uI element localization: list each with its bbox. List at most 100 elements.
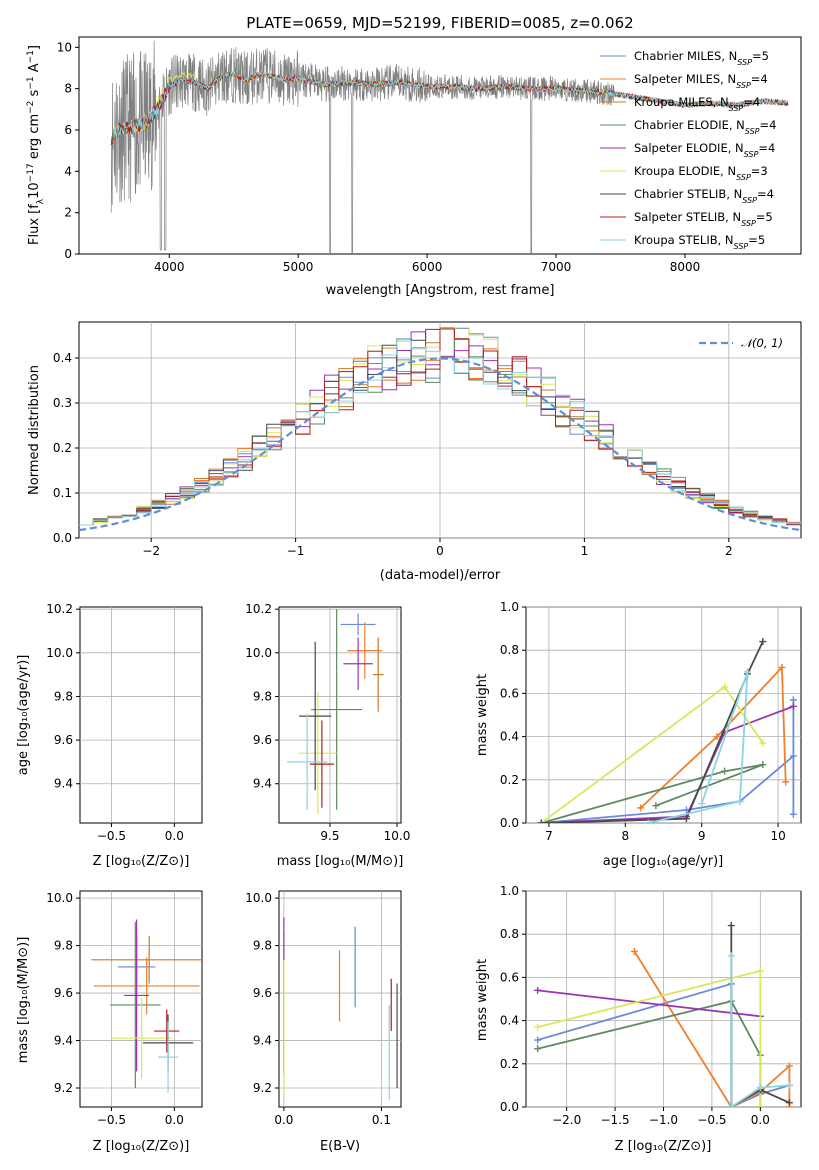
x-tick-label: 1 [581, 544, 589, 558]
y-tick-label: 9.8 [54, 939, 73, 953]
x-tick-label: 0 [436, 544, 444, 558]
weight-point-chabrier-stelib [537, 819, 545, 823]
age-vs-mass-plot-area: 9.5 10.0 9.4 9.6 9.8 10.0 10.2 [245, 602, 410, 843]
weight-point-chabrier-elodie [652, 802, 660, 810]
y-tick-label: 0.2 [500, 1057, 519, 1071]
weight-line-chabrier-miles [541, 699, 795, 823]
mass-vs-z-xlabel: Z [log₁₀(Z/Z⊙)] [93, 1139, 190, 1154]
y-tick-label: 0.0 [500, 1100, 519, 1114]
weight-line-salpeter-elodie [541, 705, 794, 823]
weight-point-kroupa-stelib [736, 797, 744, 805]
weight-line-chabrier-elodie [537, 1000, 762, 1107]
y-tick-label: 10.0 [245, 891, 272, 905]
y-tick-label: 0.4 [53, 351, 72, 365]
spectrum-panel: 4000 5000 6000 7000 8000 0 2 4 6 8 10 Chabrier MIL… [26, 36, 802, 298]
model-line-salpeter-stelib [112, 71, 789, 144]
x-tick-label: 9.5 [320, 829, 339, 843]
y-tick-label: 4 [64, 164, 72, 178]
weight-point-kroupa-stelib [727, 952, 735, 960]
legend-label-salpeter-elodie: Salpeter ELODIE, NSSP=4 [634, 141, 775, 159]
normal-distribution-curve [78, 357, 802, 532]
y-tick-label: 10.0 [46, 646, 73, 660]
weight-point-kroupa-stelib [727, 1103, 735, 1107]
residual-hist-ylabel: Normed distribution [27, 365, 42, 495]
y-tick-label: 9.2 [253, 1081, 272, 1095]
y-tick-label: 9.2 [54, 1081, 73, 1095]
weight-point-kroupa-stelib [698, 800, 706, 808]
weight-vs-z-plot-area: −2.0 −1.5 −1.0 −0.5 0.0 0.0 0.2 0.4 0.6 0.8 1.0 [500, 884, 801, 1127]
y-tick-label: 0.6 [500, 686, 519, 700]
weight-line-kroupa-stelib [647, 671, 749, 823]
weight-point-chabrier-stelib [785, 1099, 793, 1107]
x-tick-label: −2 [142, 544, 160, 558]
legend-label-kroupa-miles: Kroupa MILES, NSSP=4 [634, 95, 760, 113]
weight-vs-age-xlabel: age [log₁₀(age/yr)] [603, 854, 724, 869]
weight-point-chabrier-elodie [759, 761, 767, 769]
y-tick-label: 0.8 [500, 643, 519, 657]
hist-step-salpeter-stelib [79, 328, 801, 526]
weight-vs-age-plot-area: 7 8 9 10 0.0 0.2 0.4 0.6 0.8 1.0 [500, 600, 801, 843]
x-tick-label: 8 [621, 829, 629, 843]
age-vs-z-ylabel: age [log₁₀(age/yr)] [16, 655, 31, 776]
y-tick-label: 0.0 [53, 531, 72, 545]
legend-label-kroupa-stelib: Kroupa STELIB, NSSP=5 [634, 233, 765, 251]
mass-vs-ebv-panel: 0.0 0.1 9.2 9.4 9.6 9.8 10.0 E(B-V) [245, 890, 402, 1154]
weight-point-chabrier-stelib [759, 638, 767, 646]
age-vs-z-axes-frame [79, 606, 203, 824]
y-tick-label: 0.2 [53, 441, 72, 455]
x-tick-label: −1 [287, 544, 305, 558]
x-tick-label: 0.0 [751, 1113, 770, 1127]
y-tick-label: 9.6 [253, 986, 272, 1000]
y-tick-label: 9.4 [253, 1034, 272, 1048]
y-tick-label: 10.0 [46, 891, 73, 905]
y-tick-label: 0.8 [500, 927, 519, 941]
age-vs-z-xlabel: Z [log₁₀(Z/Z⊙)] [93, 854, 190, 869]
weight-point-chabrier-miles [789, 810, 797, 818]
weight-point-kroupa-elodie [756, 1103, 764, 1107]
weight-point-kroupa-elodie [756, 967, 764, 975]
weight-point-chabrier-elodie [534, 1045, 542, 1053]
mass-vs-z-panel: −0.5 0.09.29.49.69.810.0 Z [log₁₀(Z/Z⊙)] … [16, 890, 203, 1154]
y-tick-label: 10.2 [46, 602, 73, 616]
y-tick-label: 1.0 [500, 884, 519, 898]
weight-vs-age-ylabel: mass weight [475, 674, 490, 756]
weight-line-kroupa-stelib [730, 955, 790, 1107]
y-tick-label: 9.6 [54, 986, 73, 1000]
spectrum-xlabel: wavelength [Angstrom, rest frame] [326, 283, 555, 298]
y-tick-label: 9.4 [253, 777, 272, 791]
age-vs-z-plot-area: −0.5 0.0 9.4 9.6 9.8 10.0 10.2 [46, 602, 202, 843]
mass-vs-ebv-plot-area: 0.0 0.1 9.2 9.4 9.6 9.8 10.0 [245, 891, 401, 1127]
x-tick-label: 0.0 [274, 1113, 293, 1127]
y-tick-label: 2 [64, 206, 72, 220]
weight-vs-z-ylabel: mass weight [475, 959, 490, 1041]
x-tick-label: −0.5 [697, 1113, 726, 1127]
x-tick-label: 10.0 [384, 829, 411, 843]
legend-label-chabrier-stelib: Chabrier STELIB, NSSP=4 [634, 187, 774, 205]
weight-point-salpeter-miles [778, 663, 786, 671]
legend-label-normal: 𝒩(0, 1) [741, 336, 783, 350]
y-tick-label: 0.3 [53, 396, 72, 410]
age-vs-mass-axes-frame [278, 606, 402, 824]
x-tick-label: 0.0 [165, 1113, 184, 1127]
y-tick-label: 10.0 [245, 646, 272, 660]
x-tick-label: −1.0 [649, 1113, 678, 1127]
weight-vs-age-axes-frame [525, 606, 802, 824]
residual-hist-panel: −2 −1 0 1 2 0.0 0.1 0.2 0.3 0.4 𝒩(0, 1) (data-mode… [27, 321, 802, 583]
x-tick-label: 6000 [412, 260, 443, 274]
x-tick-label: 7000 [541, 260, 572, 274]
weight-point-kroupa-stelib [756, 1084, 764, 1092]
y-tick-label: 9.8 [253, 939, 272, 953]
age-vs-mass-xlabel: mass [log₁₀(M/M⊙)] [277, 854, 404, 869]
x-tick-label: 7 [545, 829, 553, 843]
weight-line-kroupa-elodie [537, 969, 762, 1107]
weight-point-chabrier-miles [789, 696, 797, 704]
weight-point-chabrier-elodie [721, 767, 729, 775]
weight-point-salpeter-miles [637, 804, 645, 812]
x-tick-label: −0.5 [97, 829, 126, 843]
weight-point-kroupa-stelib [785, 1081, 793, 1089]
spectrum-ylabel: Flux [fλ10−17 erg cm−2 s−1 A−1] [26, 45, 46, 245]
weight-point-chabrier-miles [789, 752, 797, 760]
mass-vs-z-axes-frame [79, 890, 203, 1108]
weight-point-salpeter-elodie [789, 702, 797, 710]
